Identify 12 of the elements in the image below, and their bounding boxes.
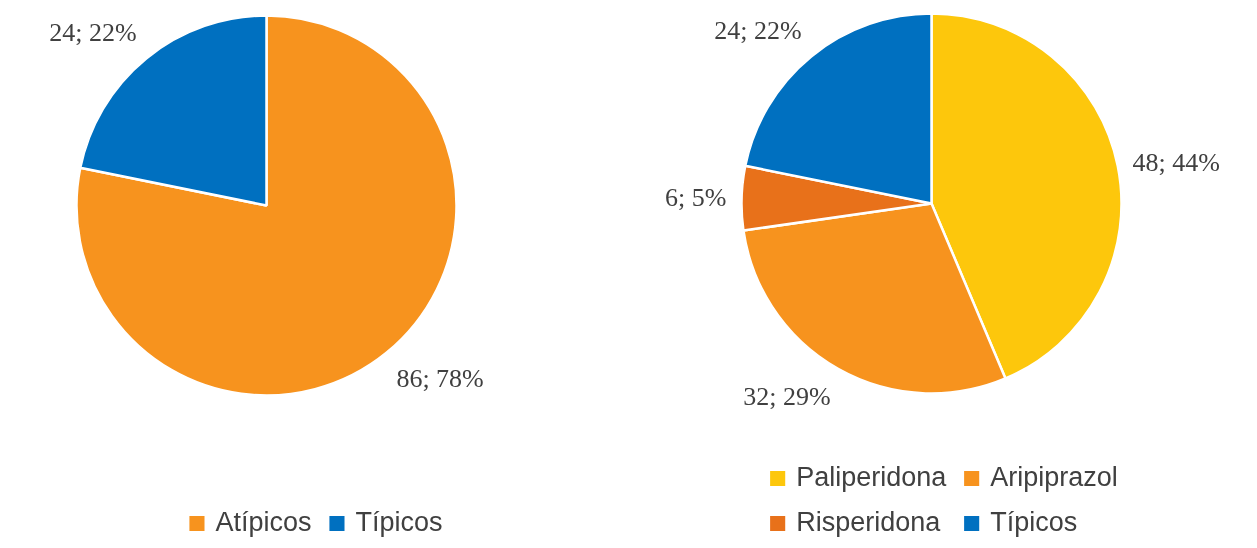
legend-label: Aripiprazol: [990, 462, 1118, 493]
data-label: 24; 22%: [714, 15, 802, 45]
data-label: 48; 44%: [1132, 148, 1220, 178]
data-label: 6; 5%: [665, 183, 727, 213]
legend-label: Risperidona: [796, 507, 941, 538]
data-label: 32; 29%: [743, 382, 831, 412]
data-label: 24; 22%: [49, 17, 137, 47]
legend-label: Típicos: [355, 507, 443, 538]
data-label: 86; 78%: [396, 364, 484, 394]
legend-label: Atípicos: [215, 507, 312, 538]
legend-label: Paliperidona: [796, 462, 947, 493]
legend-label: Típicos: [990, 507, 1078, 538]
